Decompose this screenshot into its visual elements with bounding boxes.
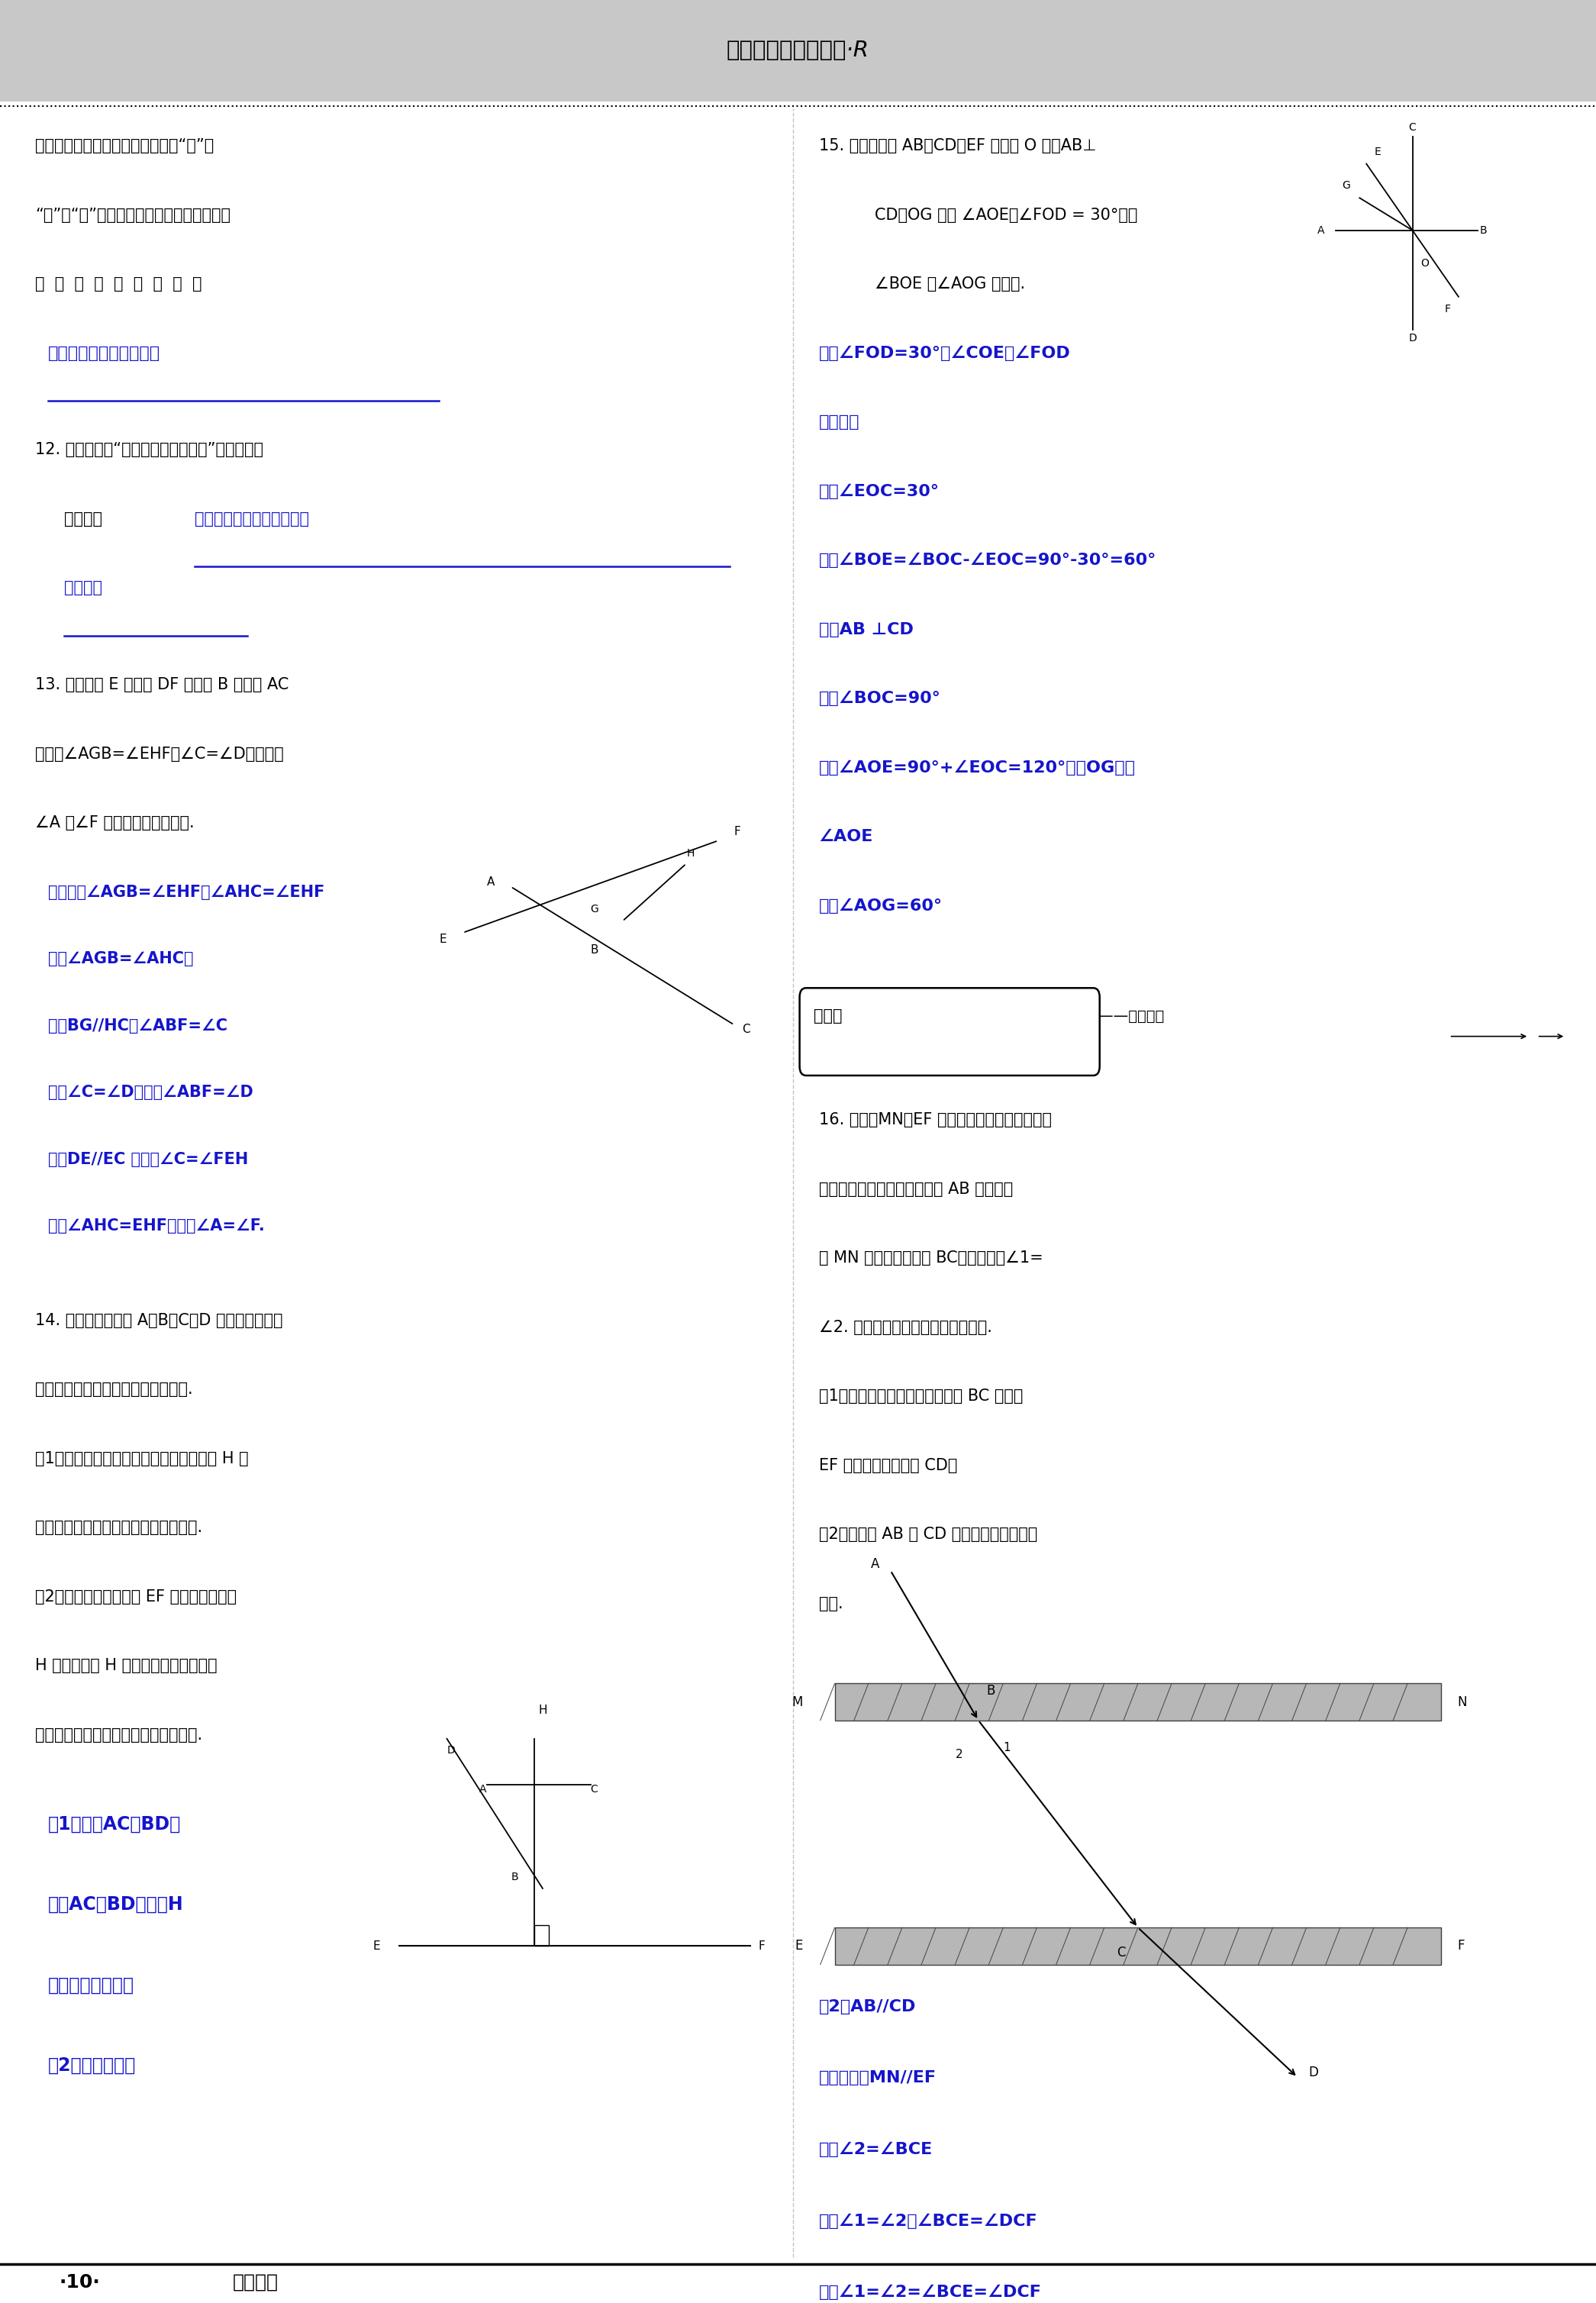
Text: 13. 如图，点 E 在直线 DF 上，点 B 在直线 AC: 13. 如图，点 E 在直线 DF 上，点 B 在直线 AC bbox=[35, 677, 289, 693]
Text: 所以∠BOC=90°: 所以∠BOC=90° bbox=[819, 691, 940, 707]
Text: 理由是因为MN//EF: 理由是因为MN//EF bbox=[819, 2070, 937, 2087]
Text: 因为∠FOD=30°，∠COE和∠FOD: 因为∠FOD=30°，∠COE和∠FOD bbox=[819, 345, 1071, 362]
Text: F: F bbox=[734, 827, 741, 836]
Text: C: C bbox=[742, 1025, 750, 1034]
Text: 两个直角互补，但他们不是: 两个直角互补，但他们不是 bbox=[195, 511, 310, 527]
FancyBboxPatch shape bbox=[800, 988, 1100, 1076]
Text: C: C bbox=[591, 1785, 598, 1794]
Text: 2: 2 bbox=[956, 1750, 962, 1759]
Text: D: D bbox=[1408, 334, 1417, 343]
Text: B: B bbox=[511, 1872, 519, 1882]
Text: 16. 如图，MN，EF 是两面互相平行的镜面，根: 16. 如图，MN，EF 是两面互相平行的镜面，根 bbox=[819, 1112, 1052, 1128]
Text: （1）利用直尺和量角器作出光线 BC 经镜面: （1）利用直尺和量角器作出光线 BC 经镜面 bbox=[819, 1389, 1023, 1405]
Text: ——另攀高峰: ——另攀高峰 bbox=[1098, 1009, 1163, 1023]
Text: 相等因为∠AGB=∠EHF，∠AHC=∠EHF: 相等因为∠AGB=∠EHF，∠AHC=∠EHF bbox=[48, 884, 324, 900]
Text: （1）不考虑其他因素，请你画图确定水厂 H 的: （1）不考虑其他因素，请你画图确定水厂 H 的 bbox=[35, 1451, 249, 1467]
Text: 线段AC和BD的交点H: 线段AC和BD的交点H bbox=[48, 1895, 184, 1914]
Text: （2）另外，计划把河流 EF 中的水引入水厂: （2）另外，计划把河流 EF 中的水引入水厂 bbox=[35, 1589, 236, 1605]
Text: E: E bbox=[1374, 147, 1381, 157]
Text: 因为AB ⊥CD: 因为AB ⊥CD bbox=[819, 622, 913, 638]
Text: （2）AB//CD: （2）AB//CD bbox=[819, 1999, 916, 2015]
Text: B: B bbox=[1479, 226, 1487, 235]
Text: 同旁内角: 同旁内角 bbox=[64, 580, 102, 596]
Text: B: B bbox=[591, 944, 598, 956]
Text: 理由.: 理由. bbox=[819, 1596, 843, 1612]
Text: 12. 要说明命题“互补的角是同旁内角”是假命题，: 12. 要说明命题“互补的角是同旁内角”是假命题， bbox=[35, 442, 263, 458]
Text: 问题，市政府准备投资修建一个水厂.: 问题，市政府准备投资修建一个水厂. bbox=[35, 1382, 193, 1398]
Text: ∠A 与∠F 的关系，并说明理由.: ∠A 与∠F 的关系，并说明理由. bbox=[35, 815, 195, 831]
Text: A: A bbox=[479, 1785, 487, 1794]
Text: 字中也存在着平移变换现象，如：“林”、: 字中也存在着平移变换现象，如：“林”、 bbox=[35, 138, 214, 154]
Text: A: A bbox=[871, 1557, 879, 1571]
Text: F: F bbox=[758, 1941, 764, 1951]
Text: A: A bbox=[487, 877, 495, 887]
Text: H: H bbox=[686, 848, 694, 859]
Text: 位置，使之与四个小区的距离之和最小.: 位置，使之与四个小区的距离之和最小. bbox=[35, 1520, 203, 1536]
Text: ·10·: ·10· bbox=[59, 2273, 101, 2291]
Text: 14. 如图，为了解决 A、B、C、D 四个小区的缺水: 14. 如图，为了解决 A、B、C、D 四个小区的缺水 bbox=[35, 1313, 282, 1329]
Text: 15. 如图，直线 AB，CD，EF 相交于 O 点，AB⊥: 15. 如图，直线 AB，CD，EF 相交于 O 点，AB⊥ bbox=[819, 138, 1096, 154]
Text: 因为∠C=∠D，所以∠ABF=∠D: 因为∠C=∠D，所以∠ABF=∠D bbox=[48, 1085, 254, 1101]
Bar bbox=[835, 1928, 1441, 1964]
Text: 所以∠2=∠BCE: 所以∠2=∠BCE bbox=[819, 2142, 932, 2158]
Text: N: N bbox=[1457, 1695, 1467, 1709]
Text: 1: 1 bbox=[1004, 1743, 1010, 1753]
Text: E: E bbox=[439, 935, 447, 944]
Text: 是对顶角: 是对顶角 bbox=[819, 415, 860, 431]
Text: 所以∠AGB=∠AHC，: 所以∠AGB=∠AHC， bbox=[48, 951, 193, 967]
Text: ∠2. 试根据这一规律，解决下列问题.: ∠2. 试根据这一规律，解决下列问题. bbox=[819, 1320, 993, 1336]
Bar bbox=[835, 1683, 1441, 1720]
Text: 导学测评: 导学测评 bbox=[233, 2273, 278, 2291]
Text: 平  移  变  换  得  到  的  汉  字: 平 移 变 换 得 到 的 汉 字 bbox=[35, 276, 201, 292]
Text: 拓展题: 拓展题 bbox=[814, 1009, 843, 1025]
Text: 所以∠BOE=∠BOC-∠EOC=90°-30°=60°: 所以∠BOE=∠BOC-∠EOC=90°-30°=60° bbox=[819, 553, 1157, 569]
Text: （2）试判断 AB 与 CD 的位置关系，并说明: （2）试判断 AB 与 CD 的位置关系，并说明 bbox=[819, 1527, 1037, 1543]
Text: 所以BG//HC，∠ABF=∠C: 所以BG//HC，∠ABF=∠C bbox=[48, 1018, 227, 1034]
Text: CD，OG 平分 ∠AOE，∠FOD = 30°，求: CD，OG 平分 ∠AOE，∠FOD = 30°，求 bbox=[875, 207, 1138, 223]
Text: C: C bbox=[1409, 122, 1416, 134]
Bar bbox=[0, 0, 1596, 101]
Text: H: H bbox=[538, 1704, 547, 1716]
Text: O: O bbox=[1420, 258, 1428, 269]
Text: G: G bbox=[1342, 180, 1350, 191]
Text: H 中，使之到 H 的距离最短，请你画图: H 中，使之到 H 的距离最短，请你画图 bbox=[35, 1658, 217, 1674]
Text: D: D bbox=[447, 1746, 455, 1755]
Text: 点就是水厂的位置: 点就是水厂的位置 bbox=[48, 1976, 134, 1994]
Text: M: M bbox=[792, 1695, 803, 1709]
Text: ∠BOE 及∠AOG 的度数.: ∠BOE 及∠AOG 的度数. bbox=[875, 276, 1025, 292]
Text: 上，若∠AGB=∠EHF，∠C=∠D，试判断: 上，若∠AGB=∠EHF，∠C=∠D，试判断 bbox=[35, 746, 284, 762]
Text: 因为∠AOE=90°+∠EOC=120°，且OG平分: 因为∠AOE=90°+∠EOC=120°，且OG平分 bbox=[819, 760, 1135, 776]
Text: 可举反例: 可举反例 bbox=[64, 511, 102, 527]
Text: D: D bbox=[1309, 2066, 1318, 2080]
Text: C: C bbox=[1117, 1946, 1125, 1960]
Text: “田”、“众”。请你开动脑筋，写出三个可由: “田”、“众”。请你开动脑筋，写出三个可由 bbox=[35, 207, 230, 223]
Text: （2）垂线段最短: （2）垂线段最短 bbox=[48, 2057, 136, 2075]
Text: E: E bbox=[372, 1941, 380, 1951]
Text: 因为∠AHC=EHF，所以∠A=∠F.: 因为∠AHC=EHF，所以∠A=∠F. bbox=[48, 1218, 265, 1234]
Text: EF 反射后的反射光线 CD；: EF 反射后的反射光线 CD； bbox=[819, 1458, 958, 1474]
Text: 所以∠1=∠2=∠BCE=∠DCF: 所以∠1=∠2=∠BCE=∠DCF bbox=[819, 2285, 1042, 2301]
Text: E: E bbox=[795, 1939, 803, 1953]
Text: ∠AOE: ∠AOE bbox=[819, 829, 873, 845]
Text: 数学七年级（下册）·R: 数学七年级（下册）·R bbox=[726, 39, 870, 62]
Text: 所以∠EOC=30°: 所以∠EOC=30° bbox=[819, 484, 940, 500]
Text: 所以DE//EC ，所以∠C=∠FEH: 所以DE//EC ，所以∠C=∠FEH bbox=[48, 1152, 247, 1168]
Text: F: F bbox=[1444, 304, 1451, 313]
Text: F: F bbox=[1457, 1939, 1465, 1953]
Text: A: A bbox=[1317, 226, 1325, 235]
Text: B: B bbox=[986, 1683, 994, 1697]
Text: 所以∠AOG=60°: 所以∠AOG=60° bbox=[819, 898, 943, 914]
Text: 因为∠1=∠2，∠BCE=∠DCF: 因为∠1=∠2，∠BCE=∠DCF bbox=[819, 2213, 1037, 2229]
Text: （1）连接AC和BD，: （1）连接AC和BD， bbox=[48, 1815, 180, 1833]
Text: 据镜面反射规律，若一束光线 AB 照射到镜: 据镜面反射规律，若一束光线 AB 照射到镜 bbox=[819, 1181, 1013, 1198]
Text: G: G bbox=[591, 903, 598, 914]
Text: 确定铺设引水管道的位置，并说明理由.: 确定铺设引水管道的位置，并说明理由. bbox=[35, 1727, 203, 1743]
Text: 面 MN 上，反射光线为 BC，则一定有∠1=: 面 MN 上，反射光线为 BC，则一定有∠1= bbox=[819, 1251, 1042, 1267]
Bar bbox=[535, 1925, 549, 1946]
Text: ：森，从，晶，淥，炎．: ：森，从，晶，淥，炎． bbox=[48, 345, 160, 362]
